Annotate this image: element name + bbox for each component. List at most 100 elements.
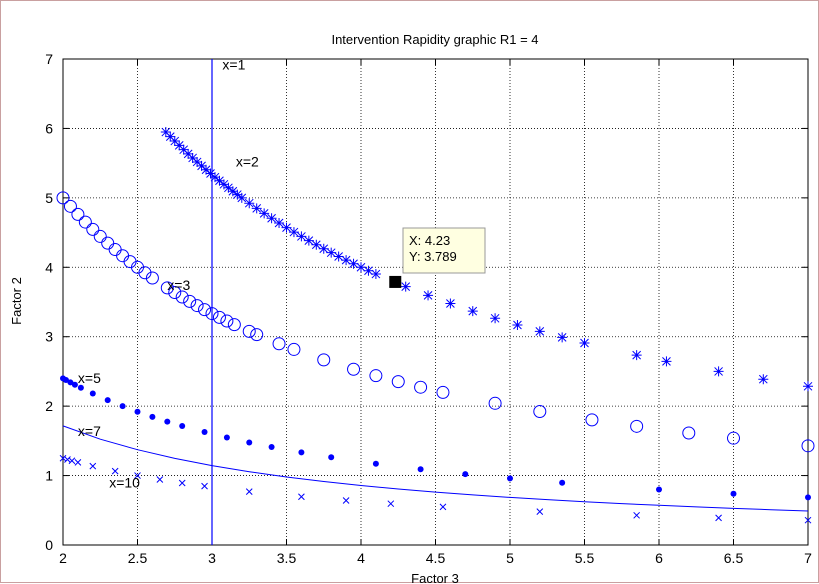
point-star bbox=[205, 168, 216, 179]
point-dot bbox=[149, 413, 156, 420]
datatip-y-value: Y: 3.789 bbox=[409, 249, 457, 264]
point-circle bbox=[160, 281, 174, 295]
point-circle bbox=[198, 303, 212, 317]
point-circle bbox=[227, 318, 241, 332]
data-tip[interactable]: X: 4.23Y: 3.789 bbox=[389, 227, 486, 288]
point-star bbox=[341, 255, 352, 266]
point-x bbox=[804, 516, 812, 524]
point-circle bbox=[78, 215, 92, 229]
point-x bbox=[387, 500, 395, 508]
point-star bbox=[303, 235, 314, 246]
x-tick-label: 6 bbox=[655, 550, 663, 566]
point-star bbox=[363, 265, 374, 276]
point-star bbox=[192, 156, 203, 167]
point-x bbox=[298, 493, 305, 501]
point-star bbox=[423, 290, 434, 301]
point-circle bbox=[56, 191, 70, 205]
point-dot bbox=[417, 466, 424, 473]
point-circle bbox=[145, 271, 159, 285]
point-circle bbox=[168, 286, 182, 300]
point-circle bbox=[205, 307, 219, 321]
point-star bbox=[490, 313, 501, 324]
curve-label-x2: x=2 bbox=[236, 154, 259, 170]
point-circle bbox=[93, 229, 107, 243]
point-star bbox=[370, 269, 381, 280]
x-tick-label: 6.5 bbox=[724, 550, 744, 566]
x-tick-label: 2 bbox=[59, 550, 67, 566]
point-star bbox=[318, 243, 329, 254]
point-star bbox=[288, 227, 299, 238]
x-tick-label: 4 bbox=[357, 550, 365, 566]
point-star bbox=[165, 131, 176, 142]
point-x bbox=[64, 456, 71, 463]
x-axis-label: Factor 3 bbox=[411, 571, 459, 584]
point-star bbox=[758, 374, 769, 385]
point-circle bbox=[488, 396, 502, 410]
point-x bbox=[111, 467, 119, 475]
point-dot bbox=[62, 377, 69, 384]
point-circle bbox=[138, 266, 152, 280]
y-tick-label: 6 bbox=[45, 120, 53, 136]
curve-label-x10: x=10 bbox=[109, 474, 140, 490]
point-star bbox=[348, 258, 359, 269]
point-dot bbox=[77, 384, 84, 391]
point-circle bbox=[369, 369, 383, 383]
point-circle bbox=[220, 314, 234, 328]
point-star bbox=[311, 239, 322, 250]
point-star bbox=[232, 189, 243, 200]
x-tick-label: 3.5 bbox=[277, 550, 297, 566]
point-dot bbox=[201, 429, 208, 436]
point-star bbox=[266, 213, 277, 224]
point-x bbox=[715, 514, 722, 522]
point-circle bbox=[347, 362, 361, 376]
point-star bbox=[296, 231, 307, 242]
point-circle bbox=[391, 375, 405, 389]
point-dot bbox=[179, 422, 186, 429]
point-dot bbox=[372, 460, 379, 467]
point-star bbox=[223, 182, 234, 193]
point-star bbox=[227, 186, 238, 197]
y-tick-label: 2 bbox=[45, 398, 53, 414]
x-tick-label: 5.5 bbox=[575, 550, 595, 566]
point-star bbox=[169, 136, 180, 147]
point-dot bbox=[164, 418, 171, 425]
point-star bbox=[534, 326, 545, 337]
x-tick-label: 5 bbox=[506, 550, 514, 566]
point-star bbox=[631, 350, 642, 361]
point-x bbox=[68, 457, 76, 465]
point-circle bbox=[63, 199, 77, 213]
point-star bbox=[326, 247, 337, 258]
x-tick-label: 7 bbox=[804, 550, 812, 566]
point-circle bbox=[585, 413, 599, 427]
point-star bbox=[218, 179, 229, 190]
point-x bbox=[89, 462, 97, 470]
point-dot bbox=[119, 403, 126, 410]
datatip-x-value: X: 4.23 bbox=[409, 233, 450, 248]
x-tick-label: 3 bbox=[208, 550, 216, 566]
point-circle bbox=[801, 439, 815, 453]
point-star bbox=[259, 208, 270, 219]
point-star bbox=[467, 306, 478, 317]
point-dot bbox=[268, 443, 275, 450]
datatip-marker[interactable] bbox=[389, 275, 402, 288]
point-dot bbox=[656, 486, 662, 493]
point-dot bbox=[134, 408, 141, 415]
point-x bbox=[201, 482, 208, 490]
y-tick-label: 7 bbox=[45, 51, 53, 67]
y-axis-label: Factor 2 bbox=[9, 277, 24, 325]
y-tick-label: 5 bbox=[45, 190, 53, 206]
point-star bbox=[333, 251, 344, 262]
point-x bbox=[342, 497, 350, 504]
point-star bbox=[251, 203, 262, 214]
point-star bbox=[236, 192, 247, 203]
point-dot bbox=[104, 397, 111, 404]
point-circle bbox=[86, 222, 100, 236]
point-dot bbox=[730, 490, 737, 497]
point-circle bbox=[71, 207, 85, 221]
point-dot bbox=[559, 479, 566, 486]
point-circle bbox=[242, 324, 256, 338]
point-star bbox=[274, 218, 285, 229]
point-dot bbox=[223, 434, 230, 441]
y-tick-label: 3 bbox=[45, 329, 53, 345]
